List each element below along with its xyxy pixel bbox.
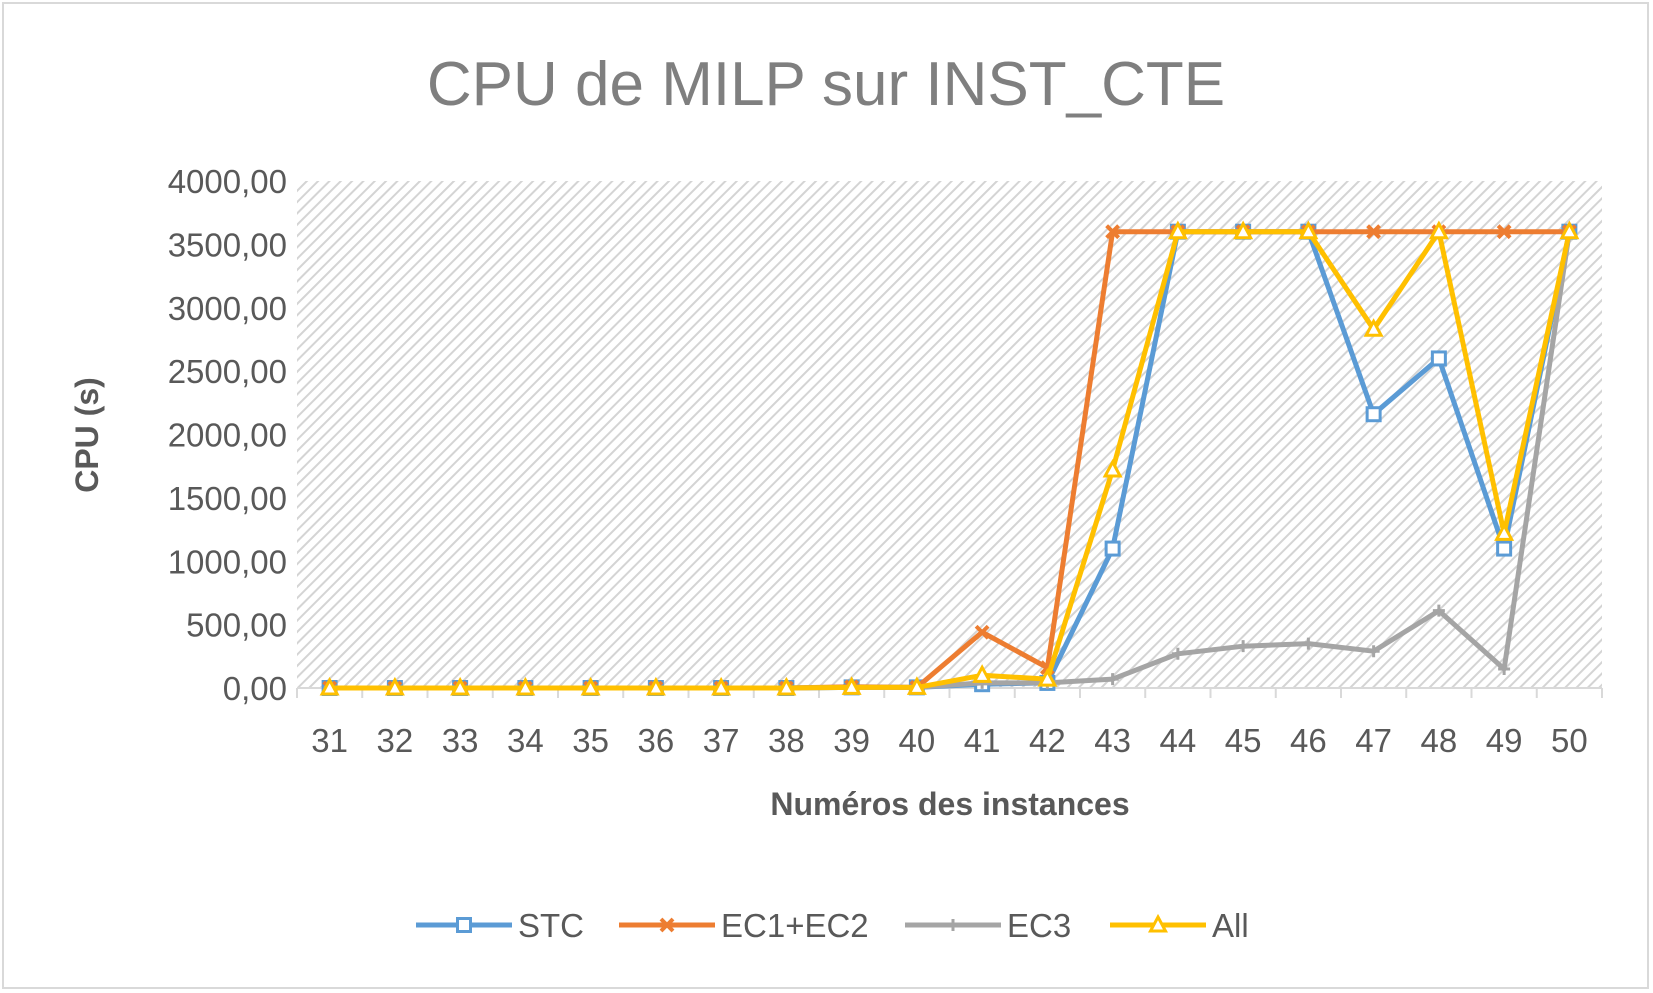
data-point-all xyxy=(711,676,732,696)
x-tick-label: 40 xyxy=(899,722,936,759)
y-tick-label: 2500,00 xyxy=(168,353,287,390)
data-point-all xyxy=(1494,522,1515,541)
x-tick-label: 39 xyxy=(833,722,870,759)
series-all xyxy=(319,220,1580,696)
data-point-all xyxy=(1428,220,1449,240)
y-tick-label: 500,00 xyxy=(186,607,287,644)
x-tick-label: 49 xyxy=(1486,722,1523,759)
y-tick-label: 3000,00 xyxy=(168,290,287,327)
legend-item-ec3: EC3 xyxy=(905,907,1071,944)
data-point-all xyxy=(580,676,601,696)
x-tick-label: 35 xyxy=(572,722,609,759)
data-point-legend-stc xyxy=(456,917,472,933)
data-point-all xyxy=(1559,220,1580,240)
x-tick-label: 33 xyxy=(442,722,479,759)
data-point-all xyxy=(515,676,536,696)
legend-label: EC1+EC2 xyxy=(721,907,869,944)
x-tick-label: 37 xyxy=(703,722,740,759)
y-axis-title: CPU (s) xyxy=(69,377,105,493)
data-point-legend-all xyxy=(1147,913,1169,933)
y-tick-label: 2000,00 xyxy=(168,417,287,454)
data-point-all xyxy=(841,676,862,695)
data-point-ec1-ec2 xyxy=(1366,224,1382,240)
data-point-ec1-ec2 xyxy=(1496,224,1512,240)
data-point-ec3 xyxy=(1432,604,1445,617)
x-axis-title: Numéros des instances xyxy=(770,786,1129,822)
y-tick-label: 1000,00 xyxy=(168,543,287,580)
x-tick-label: 47 xyxy=(1355,722,1392,759)
x-tick-label: 44 xyxy=(1160,722,1197,759)
legend: STC EC1+EC2 EC3 All xyxy=(416,907,1249,944)
data-point-ec3 xyxy=(1171,647,1184,660)
x-tick-label: 48 xyxy=(1421,722,1458,759)
x-tick-label: 38 xyxy=(768,722,805,759)
x-tick-label: 46 xyxy=(1290,722,1327,759)
y-tick-label: 0,00 xyxy=(223,670,287,707)
data-point-all xyxy=(1233,220,1254,240)
x-tick-label: 31 xyxy=(311,722,348,759)
data-point-all xyxy=(972,664,993,683)
x-tick-label: 45 xyxy=(1225,722,1262,759)
legend-label: All xyxy=(1212,907,1249,944)
data-point-ec1-ec2 xyxy=(974,624,990,640)
data-point-ec3 xyxy=(1498,662,1511,675)
data-point-ec1-ec2 xyxy=(1105,224,1121,240)
x-tick-label: 50 xyxy=(1551,722,1588,759)
data-point-ec3 xyxy=(1302,637,1315,650)
data-point-stc xyxy=(1496,540,1513,557)
legend-item-all: All xyxy=(1110,907,1249,944)
x-tick-label: 34 xyxy=(507,722,544,759)
data-point-ec3 xyxy=(1237,640,1250,653)
legend-label: EC3 xyxy=(1007,907,1071,944)
x-tick-label: 41 xyxy=(964,722,1001,759)
x-tick-label: 36 xyxy=(638,722,675,759)
x-tick-label: 43 xyxy=(1094,722,1131,759)
data-point-all xyxy=(450,676,471,696)
chart-title: CPU de MILP sur INST_CTE xyxy=(427,50,1225,119)
data-point-all xyxy=(1363,318,1384,337)
data-point-all xyxy=(1298,220,1319,240)
data-point-ec3 xyxy=(1106,673,1119,686)
x-tick-label: 42 xyxy=(1029,722,1066,759)
series-line-all xyxy=(329,229,1572,691)
data-point-all xyxy=(384,676,405,696)
y-tick-label: 3500,00 xyxy=(168,226,287,263)
data-point-stc xyxy=(1104,540,1121,557)
data-point-all xyxy=(645,676,666,696)
legend-item-stc: STC xyxy=(416,907,584,944)
data-point-all xyxy=(319,676,340,696)
plot-area xyxy=(297,181,1602,688)
data-point-stc xyxy=(1430,350,1447,367)
data-point-all xyxy=(776,676,797,696)
data-point-all xyxy=(906,676,927,695)
legend-item-ec1-ec2: EC1+EC2 xyxy=(619,907,869,944)
data-point-stc xyxy=(1365,406,1382,423)
y-tick-label: 4000,00 xyxy=(168,163,287,200)
x-tick-label: 32 xyxy=(377,722,414,759)
y-tick-label: 1500,00 xyxy=(168,480,287,517)
data-point-all xyxy=(1102,458,1123,478)
data-point-legend-ec3 xyxy=(947,919,959,931)
data-point-all xyxy=(1167,220,1188,240)
data-point-legend-ec1-ec2 xyxy=(659,917,675,933)
data-point-ec3 xyxy=(1367,645,1380,658)
legend-label: STC xyxy=(518,907,584,944)
data-point-all xyxy=(1037,667,1058,687)
